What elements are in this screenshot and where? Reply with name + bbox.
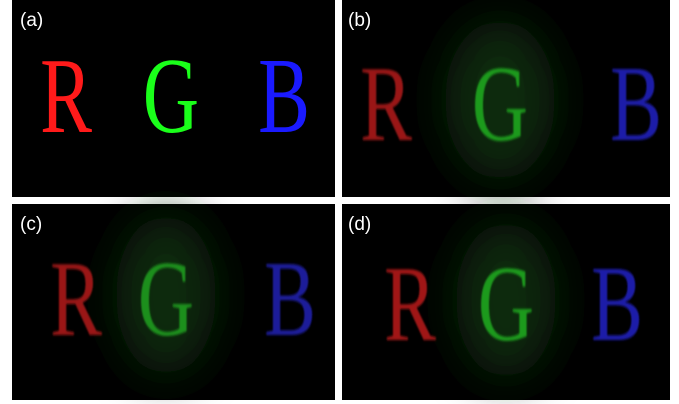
letter: R [384, 245, 436, 364]
panel-label: (c) [20, 214, 42, 235]
letter: B [610, 45, 662, 164]
panel-b: (b) R G B [342, 0, 670, 197]
letter: G [478, 245, 534, 364]
letter: G [472, 45, 528, 164]
letter: R [360, 45, 412, 164]
figure: (a) R G B (b) R G B (c) R G B (d) R G B [0, 0, 679, 404]
panel-a: (a) R G B [12, 0, 335, 197]
letter: B [258, 37, 310, 156]
panel-c: (c) R G B [12, 204, 335, 400]
letter: R [40, 37, 92, 156]
letter: G [138, 240, 194, 359]
panel-label: (a) [20, 10, 43, 31]
letter: R [50, 240, 102, 359]
panel-label: (d) [348, 214, 371, 235]
page: {"panels": [ {"label": "(a)", "letters":… [0, 0, 679, 404]
letter: G [143, 37, 199, 156]
panel-label: (b) [348, 10, 371, 31]
letter: B [264, 240, 316, 359]
letter: B [591, 245, 643, 364]
panel-d: (d) R G B [342, 204, 670, 400]
